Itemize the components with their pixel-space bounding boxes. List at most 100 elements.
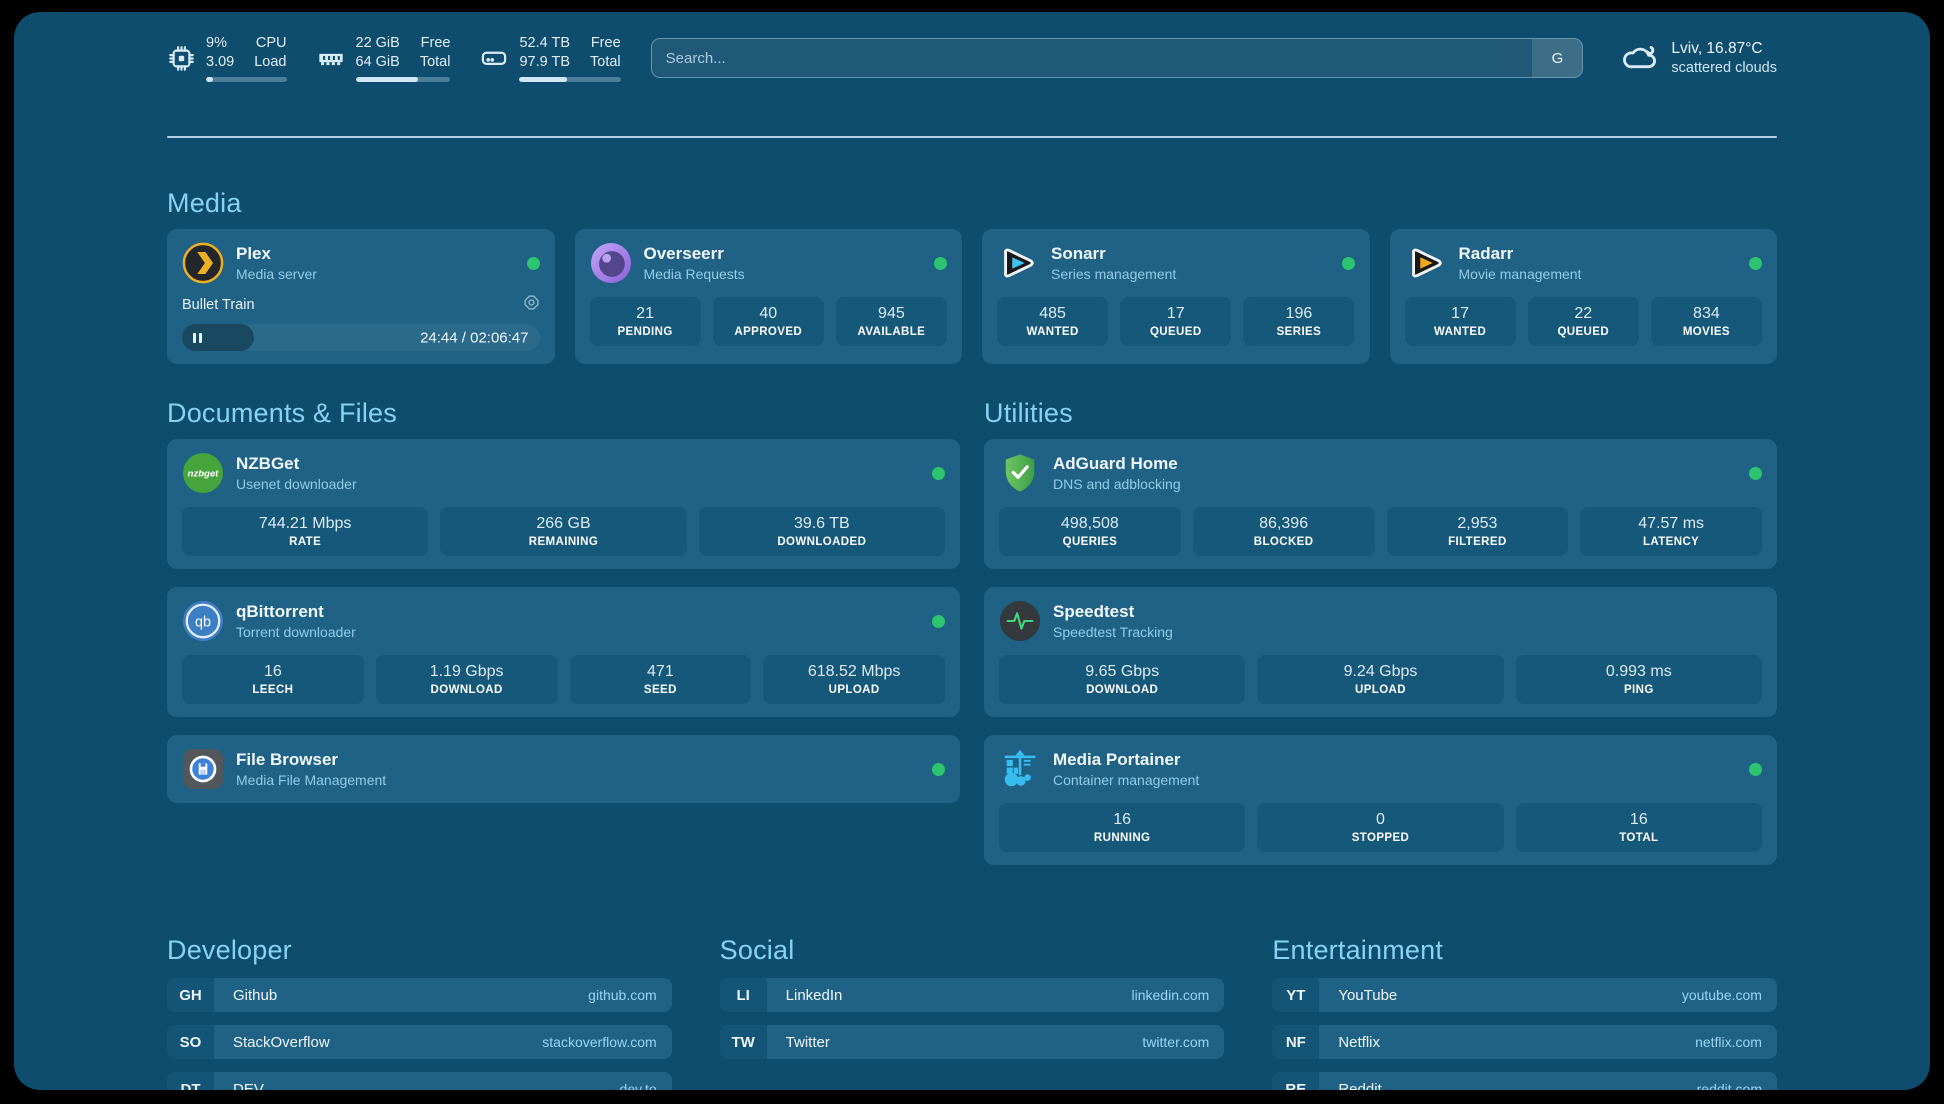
speedtest-app-link[interactable]: Speedtest Speedtest Tracking (999, 600, 1762, 642)
overseerr-icon (590, 242, 632, 284)
bookmark-url: netflix.com (1695, 1034, 1762, 1050)
section-media: Media Plex Media server (167, 188, 1777, 364)
header-divider (167, 136, 1777, 138)
bookmark-abbr: YT (1272, 978, 1320, 1012)
qbittorrent-app-link[interactable]: qb qBittorrent Torrent downloader (182, 600, 945, 642)
stat-tile-wanted: 485 WANTED (997, 297, 1109, 346)
speedtest-card: Speedtest Speedtest Tracking 9.65 Gbps D… (984, 587, 1777, 717)
portainer-card: Media Portainer Container management 16 … (984, 735, 1777, 865)
search-engine-button[interactable]: G (1532, 39, 1583, 77)
section-title-media: Media (167, 188, 242, 218)
pause-button[interactable] (182, 324, 254, 351)
cpu-usage-value: 9% (206, 35, 227, 51)
section-title-developer: Developer (167, 935, 292, 965)
now-playing-title: Bullet Train (182, 297, 255, 313)
stat-tile-blocked: 86,396 BLOCKED (1192, 507, 1375, 556)
radarr-app-link[interactable]: Radarr Movie management (1405, 242, 1762, 284)
search-input[interactable] (651, 39, 1533, 77)
disk-widget: 52.4 TB 97.9 TB Free Total (480, 34, 621, 82)
qbittorrent-icon: qb (182, 600, 224, 642)
bookmark-abbr: NF (1272, 1025, 1320, 1059)
status-dot (932, 762, 945, 776)
stat-tile-upload: 618.52 Mbps UPLOAD (763, 655, 945, 704)
bookmark-name: Reddit (1338, 1080, 1382, 1091)
app-name: Plex (236, 244, 271, 263)
cpu-widget: 9% 3.09 CPU Load (167, 34, 287, 82)
bookmark-abbr: SO (167, 1025, 214, 1059)
bookmark-reddit[interactable]: RE Reddit reddit.com (1272, 1072, 1777, 1090)
stat-tile-ping: 0.993 ms PING (1515, 655, 1762, 704)
weather-widget[interactable]: Lviv, 16.87°C scattered clouds (1619, 36, 1777, 81)
weather-condition: scattered clouds (1671, 59, 1777, 76)
disk-usage-bar (519, 77, 621, 82)
memory-usage-bar-fill (355, 77, 419, 82)
app-description: Torrent downloader (236, 624, 356, 640)
bookmark-url: youtube.com (1681, 987, 1762, 1003)
app-name: Media Portainer (1053, 750, 1181, 769)
filebrowser-app-link[interactable]: File Browser Media File Management (182, 748, 945, 790)
memory-total-label: Total (419, 54, 451, 70)
dashboard: 9% 3.09 CPU Load (14, 12, 1930, 1090)
bookmark-name: Netflix (1338, 1033, 1381, 1051)
section-utilities: Utilities (984, 398, 1777, 865)
stat-tile-download: 1.19 Gbps DOWNLOAD (375, 655, 558, 704)
bookmark-url: dev.to (619, 1081, 657, 1090)
status-dot (1749, 466, 1762, 480)
cpu-usage-label: CPU (255, 35, 287, 51)
bookmark-stackoverflow[interactable]: SO StackOverflow stackoverflow.com (167, 1025, 672, 1059)
status-dot (1749, 256, 1762, 270)
memory-usage-bar (355, 77, 451, 82)
bookmark-linkedin[interactable]: LI LinkedIn linkedin.com (719, 978, 1225, 1012)
weather-location-temp: Lviv, 16.87°C (1671, 39, 1763, 57)
portainer-app-link[interactable]: Media Portainer Container management (999, 748, 1762, 790)
bookmark-abbr: RE (1272, 1072, 1320, 1090)
stat-tile-total: 16 TOTAL (1515, 803, 1762, 852)
memory-widget: 22 GiB 64 GiB Free Total (317, 34, 451, 82)
cloud-icon (1619, 36, 1659, 81)
bookmark-github[interactable]: GH Github github.com (167, 978, 672, 1012)
bookmark-url: twitter.com (1142, 1034, 1210, 1050)
bookmark-youtube[interactable]: YT YouTube youtube.com (1272, 978, 1777, 1012)
memory-free-label: Free (420, 35, 451, 51)
plex-app-link[interactable]: Plex Media server (182, 242, 540, 284)
disk-total-label: Total (590, 54, 621, 70)
disk-free-label: Free (590, 35, 621, 51)
bookmark-abbr: DT (167, 1072, 214, 1090)
bookmark-name: DEV (233, 1080, 264, 1091)
sonarr-app-link[interactable]: Sonarr Series management (997, 242, 1355, 284)
stat-tile-series: 196 SERIES (1243, 297, 1355, 346)
status-dot (526, 256, 540, 270)
status-dot (932, 614, 945, 628)
status-dot (934, 256, 947, 270)
sonarr-icon (997, 242, 1039, 284)
search-bar: G (650, 38, 1584, 78)
memory-free-value: 22 GiB (355, 35, 400, 51)
session-settings-icon[interactable] (523, 294, 540, 316)
playback-time: 24:44 / 02:06:47 (420, 329, 529, 346)
stat-tile-rate: 744.21 Mbps RATE (182, 507, 429, 556)
stat-tile-wanted: 17 WANTED (1404, 297, 1516, 346)
stat-tile-downloaded: 39.6 TB DOWNLOADED (698, 507, 945, 556)
app-description: Usenet downloader (236, 476, 357, 492)
app-name: NZBGet (236, 454, 300, 473)
speedtest-icon (999, 600, 1041, 642)
status-dot (1341, 256, 1355, 270)
app-name: Sonarr (1051, 244, 1106, 263)
app-description: Media File Management (236, 772, 387, 788)
bookmark-twitter[interactable]: TW Twitter twitter.com (719, 1025, 1225, 1059)
bookmark-netflix[interactable]: NF Netflix netflix.com (1272, 1025, 1777, 1059)
section-title-entertainment: Entertainment (1272, 935, 1444, 965)
status-dot (1749, 762, 1762, 776)
system-stats: 9% 3.09 CPU Load (167, 34, 621, 82)
overseerr-app-link[interactable]: Overseerr Media Requests (590, 242, 947, 284)
stat-tile-stopped: 0 STOPPED (1257, 803, 1504, 852)
app-description: Container management (1053, 772, 1200, 788)
adguard-app-link[interactable]: AdGuard Home DNS and adblocking (999, 452, 1762, 494)
nzbget-app-link[interactable]: nzbget NZBGet Usenet downloader (182, 452, 945, 494)
stat-tile-queued: 22 QUEUED (1527, 297, 1639, 346)
bookmark-dev[interactable]: DT DEV dev.to (167, 1072, 672, 1090)
bookmark-name: StackOverflow (233, 1033, 330, 1051)
overseerr-card: Overseerr Media Requests 21 PENDING 40 A… (574, 229, 962, 364)
disk-usage-bar-fill (519, 77, 568, 82)
app-name: AdGuard Home (1053, 454, 1178, 473)
